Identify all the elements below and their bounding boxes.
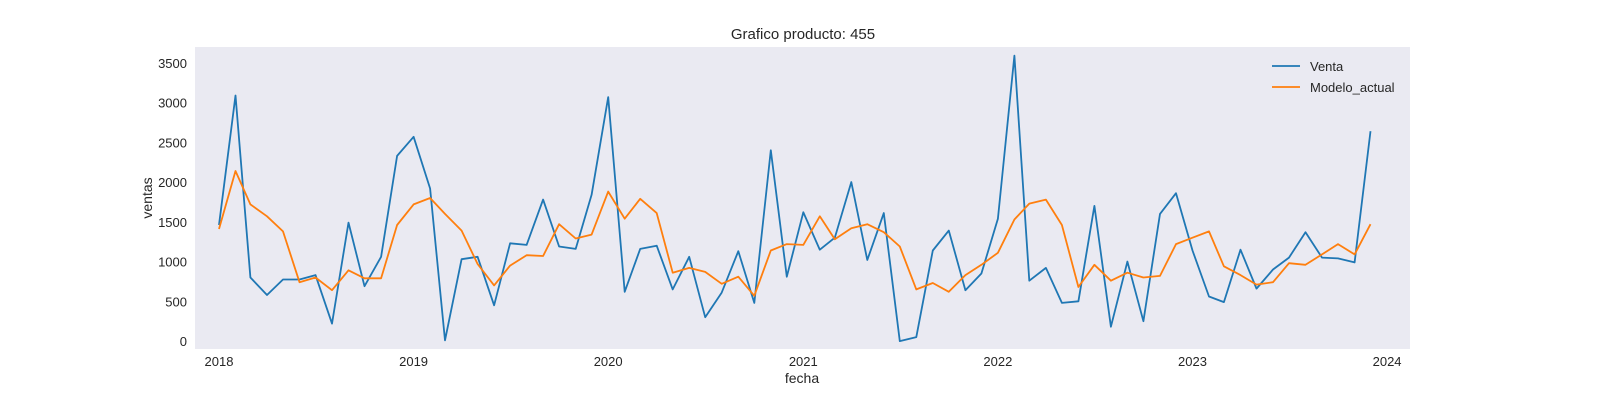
series-lines — [218, 54, 1372, 343]
y-axis-ticks: 0 500 1000 1500 2000 2500 3000 3500 — [158, 56, 187, 349]
x-axis-ticks: 2018 2019 2020 2021 2022 2023 2024 — [205, 354, 1402, 369]
legend-label-venta: Venta — [1310, 59, 1344, 74]
x-tick-label: 2023 — [1178, 354, 1207, 369]
chart-title: Grafico producto: 455 — [731, 26, 875, 43]
y-tick-label: 500 — [165, 294, 187, 309]
y-tick-label: 3000 — [158, 96, 187, 111]
x-tick-label: 2020 — [594, 354, 623, 369]
y-tick-label: 1500 — [158, 215, 187, 230]
legend-label-modelo-actual: Modelo_actual — [1310, 80, 1395, 95]
y-axis-label: ventas — [139, 177, 155, 218]
x-tick-label: 2021 — [789, 354, 818, 369]
y-tick-label: 2500 — [158, 135, 187, 150]
x-axis-label: fecha — [785, 370, 819, 386]
x-tick-label: 2022 — [983, 354, 1012, 369]
series-line-modelo-actual — [218, 170, 1372, 297]
x-tick-label: 2024 — [1373, 354, 1402, 369]
y-tick-label: 0 — [180, 334, 187, 349]
y-tick-label: 1000 — [158, 255, 187, 270]
legend: Venta Modelo_actual — [1272, 59, 1395, 95]
x-tick-label: 2018 — [205, 354, 234, 369]
y-tick-label: 3500 — [158, 56, 187, 71]
plot-area — [195, 47, 1410, 349]
x-tick-label: 2019 — [399, 354, 428, 369]
y-tick-label: 2000 — [158, 175, 187, 190]
